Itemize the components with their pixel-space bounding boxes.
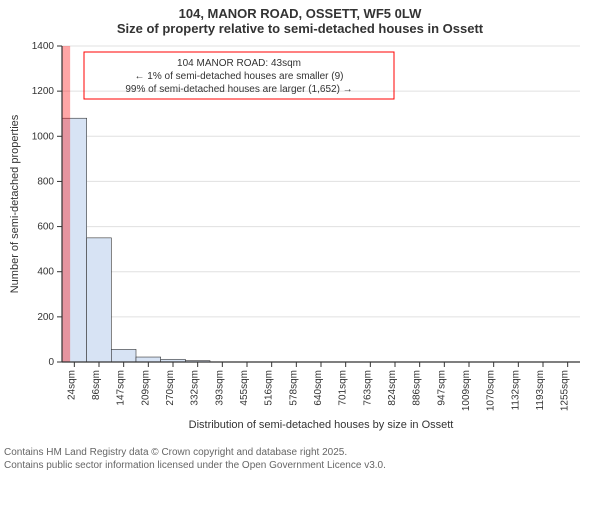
svg-text:800: 800 — [37, 176, 54, 187]
footer-line1: Contains HM Land Registry data © Crown c… — [4, 446, 600, 459]
svg-text:1255sqm: 1255sqm — [560, 370, 571, 411]
svg-text:516sqm: 516sqm — [264, 370, 275, 406]
title-line1: 104, MANOR ROAD, OSSETT, WF5 0LW — [0, 6, 600, 21]
svg-text:600: 600 — [37, 222, 54, 233]
svg-text:1193sqm: 1193sqm — [535, 370, 546, 410]
bar — [136, 357, 161, 362]
svg-text:393sqm: 393sqm — [214, 370, 225, 406]
svg-text:1132sqm: 1132sqm — [510, 370, 521, 410]
bar — [87, 238, 112, 362]
svg-text:1070sqm: 1070sqm — [486, 370, 497, 411]
svg-text:400: 400 — [37, 267, 54, 278]
svg-text:86sqm: 86sqm — [91, 370, 102, 400]
svg-text:578sqm: 578sqm — [288, 370, 299, 406]
footer-line2: Contains public sector information licen… — [4, 459, 600, 472]
callout-line: 99% of semi-detached houses are larger (… — [125, 84, 352, 95]
bars — [62, 118, 210, 362]
svg-text:1009sqm: 1009sqm — [461, 370, 472, 411]
x-axis-label: Distribution of semi-detached houses by … — [189, 419, 454, 431]
svg-text:1000: 1000 — [32, 131, 55, 142]
svg-text:332sqm: 332sqm — [190, 370, 201, 406]
svg-text:0: 0 — [48, 357, 54, 368]
svg-text:1400: 1400 — [32, 41, 55, 52]
svg-text:1200: 1200 — [32, 86, 55, 97]
title-line2: Size of property relative to semi-detach… — [0, 21, 600, 36]
callout-line: 104 MANOR ROAD: 43sqm — [177, 58, 301, 69]
svg-text:209sqm: 209sqm — [140, 370, 151, 406]
highlight-strip — [62, 46, 70, 362]
histogram-chart: 0 200 400 600 800 1000 1200 1400 24sqm 86sqm 147sq… — [0, 36, 600, 446]
svg-text:640sqm: 640sqm — [313, 370, 324, 406]
svg-text:200: 200 — [37, 312, 54, 323]
callout-line: ← 1% of semi-detached houses are smaller… — [135, 71, 344, 82]
svg-text:24sqm: 24sqm — [66, 370, 77, 400]
svg-text:147sqm: 147sqm — [116, 370, 127, 406]
svg-text:824sqm: 824sqm — [387, 370, 398, 406]
svg-text:701sqm: 701sqm — [338, 370, 349, 406]
svg-text:455sqm: 455sqm — [239, 370, 250, 406]
svg-text:947sqm: 947sqm — [436, 370, 447, 406]
svg-text:270sqm: 270sqm — [165, 370, 176, 406]
svg-text:763sqm: 763sqm — [362, 370, 373, 406]
y-axis-label: Number of semi-detached properties — [9, 114, 21, 293]
bar — [111, 349, 136, 362]
svg-text:886sqm: 886sqm — [412, 370, 423, 406]
